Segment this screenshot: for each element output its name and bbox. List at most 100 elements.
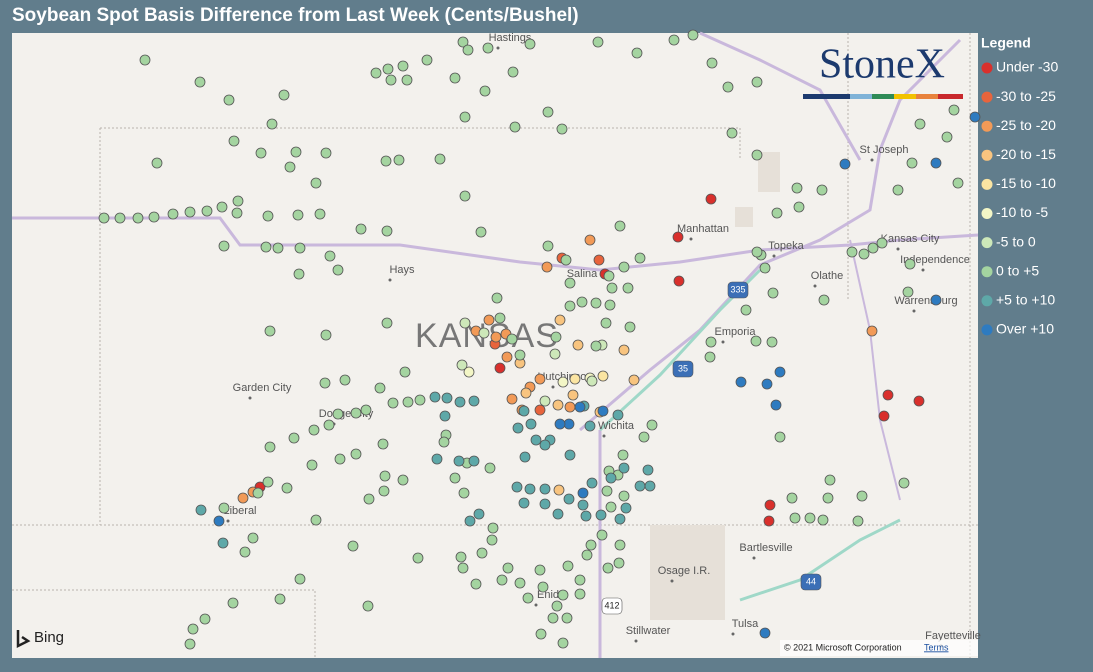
location-dot[interactable]	[597, 405, 609, 417]
location-dot[interactable]	[478, 327, 490, 339]
location-dot[interactable]	[262, 476, 274, 488]
location-dot[interactable]	[750, 335, 762, 347]
location-dot[interactable]	[574, 588, 586, 600]
location-dot[interactable]	[534, 404, 546, 416]
location-dot[interactable]	[751, 246, 763, 258]
location-dot[interactable]	[576, 296, 588, 308]
location-dot[interactable]	[332, 408, 344, 420]
location-dot[interactable]	[237, 492, 249, 504]
location-dot[interactable]	[646, 419, 658, 431]
location-dot[interactable]	[634, 252, 646, 264]
location-dot[interactable]	[310, 514, 322, 526]
location-dot[interactable]	[564, 277, 576, 289]
location-dot[interactable]	[564, 401, 576, 413]
location-dot[interactable]	[232, 195, 244, 207]
location-dot[interactable]	[687, 29, 699, 41]
location-dot[interactable]	[878, 410, 890, 422]
location-dot[interactable]	[596, 529, 608, 541]
location-dot[interactable]	[459, 111, 471, 123]
location-dot[interactable]	[564, 449, 576, 461]
location-dot[interactable]	[590, 340, 602, 352]
location-dot[interactable]	[522, 592, 534, 604]
location-dot[interactable]	[804, 512, 816, 524]
location-dot[interactable]	[470, 578, 482, 590]
location-dot[interactable]	[187, 623, 199, 635]
location-dot[interactable]	[455, 551, 467, 563]
location-dot[interactable]	[463, 366, 475, 378]
location-dot[interactable]	[272, 242, 284, 254]
location-dot[interactable]	[542, 106, 554, 118]
location-dot[interactable]	[260, 241, 272, 253]
location-dot[interactable]	[434, 153, 446, 165]
location-dot[interactable]	[604, 299, 616, 311]
location-dot[interactable]	[438, 436, 450, 448]
location-dot[interactable]	[557, 376, 569, 388]
location-dot[interactable]	[759, 262, 771, 274]
location-dot[interactable]	[397, 60, 409, 72]
location-dot[interactable]	[310, 177, 322, 189]
location-dot[interactable]	[822, 492, 834, 504]
location-dot[interactable]	[218, 240, 230, 252]
location-dot[interactable]	[184, 638, 196, 650]
location-dot[interactable]	[139, 54, 151, 66]
location-dot[interactable]	[347, 540, 359, 552]
location-dot[interactable]	[618, 261, 630, 273]
location-dot[interactable]	[399, 366, 411, 378]
location-dot[interactable]	[590, 297, 602, 309]
location-dot[interactable]	[464, 515, 476, 527]
location-dot[interactable]	[585, 539, 597, 551]
location-dot[interactable]	[759, 627, 771, 639]
location-dot[interactable]	[622, 282, 634, 294]
location-dot[interactable]	[605, 501, 617, 513]
location-dot[interactable]	[858, 248, 870, 260]
location-dot[interactable]	[846, 246, 858, 258]
location-dot[interactable]	[362, 600, 374, 612]
location-dot[interactable]	[382, 63, 394, 75]
location-dot[interactable]	[618, 462, 630, 474]
location-dot[interactable]	[184, 206, 196, 218]
location-dot[interactable]	[486, 534, 498, 546]
location-dot[interactable]	[552, 399, 564, 411]
location-dot[interactable]	[281, 482, 293, 494]
location-dot[interactable]	[501, 351, 513, 363]
location-dot[interactable]	[453, 455, 465, 467]
location-dot[interactable]	[852, 515, 864, 527]
location-dot[interactable]	[948, 104, 960, 116]
location-dot[interactable]	[278, 89, 290, 101]
location-dot[interactable]	[624, 321, 636, 333]
location-dot[interactable]	[867, 242, 879, 254]
location-dot[interactable]	[774, 431, 786, 443]
location-dot[interactable]	[668, 34, 680, 46]
location-dot[interactable]	[572, 339, 584, 351]
location-dot[interactable]	[387, 397, 399, 409]
location-dot[interactable]	[314, 208, 326, 220]
location-dot[interactable]	[194, 76, 206, 88]
location-dot[interactable]	[740, 304, 752, 316]
location-dot[interactable]	[644, 480, 656, 492]
location-dot[interactable]	[763, 515, 775, 527]
location-dot[interactable]	[462, 44, 474, 56]
location-dot[interactable]	[98, 212, 110, 224]
location-dot[interactable]	[705, 336, 717, 348]
location-dot[interactable]	[397, 474, 409, 486]
location-dot[interactable]	[378, 485, 390, 497]
location-dot[interactable]	[381, 225, 393, 237]
location-dot[interactable]	[764, 499, 776, 511]
location-dot[interactable]	[414, 394, 426, 406]
location-dot[interactable]	[551, 600, 563, 612]
location-dot[interactable]	[506, 333, 518, 345]
location-dot[interactable]	[628, 374, 640, 386]
location-dot[interactable]	[600, 317, 612, 329]
location-dot[interactable]	[468, 395, 480, 407]
location-dot[interactable]	[913, 395, 925, 407]
location-dot[interactable]	[542, 240, 554, 252]
location-dot[interactable]	[771, 207, 783, 219]
location-dot[interactable]	[930, 157, 942, 169]
location-dot[interactable]	[941, 131, 953, 143]
location-dot[interactable]	[518, 497, 530, 509]
location-dot[interactable]	[617, 449, 629, 461]
location-dot[interactable]	[431, 453, 443, 465]
location-dot[interactable]	[560, 254, 572, 266]
location-dot[interactable]	[580, 510, 592, 522]
location-dot[interactable]	[264, 325, 276, 337]
